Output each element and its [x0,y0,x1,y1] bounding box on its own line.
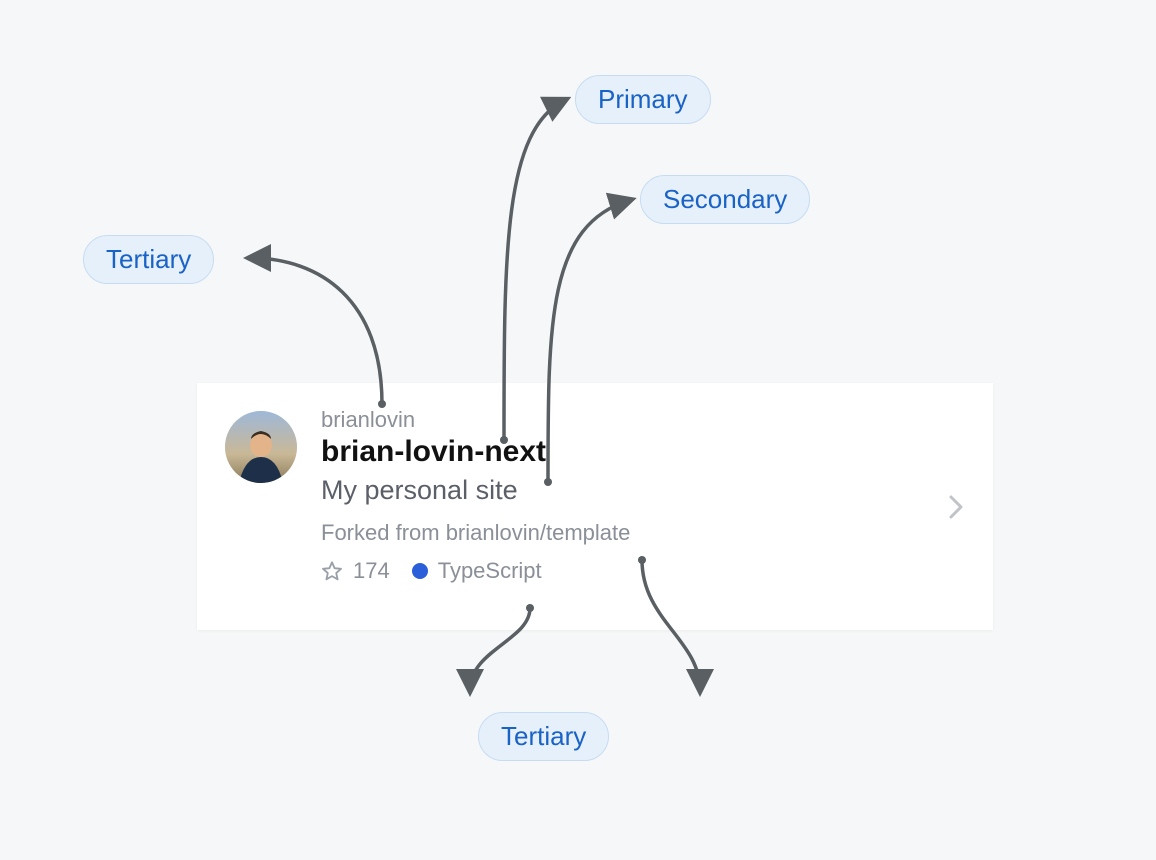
repo-owner: brianlovin [321,407,965,433]
annotation-label-primary: Primary [575,75,711,124]
star-icon [321,560,343,582]
annotation-label-secondary: Secondary [640,175,810,224]
repo-description: My personal site [321,475,965,506]
card-content: brianlovin brian-lovin-next My personal … [321,407,965,584]
annotation-label-tertiary-left: Tertiary [83,235,214,284]
star-count: 174 [353,558,390,584]
repo-meta-row: 174 TypeScript [321,558,965,584]
language-dot-icon [412,563,428,579]
repo-fork-info: Forked from brianlovin/template [321,520,965,546]
repo-name: brian-lovin-next [321,435,965,469]
chevron-right-icon [947,493,965,521]
language-name: TypeScript [438,558,542,584]
avatar [225,411,297,483]
repository-card[interactable]: brianlovin brian-lovin-next My personal … [197,383,993,630]
annotation-label-tertiary-bottom: Tertiary [478,712,609,761]
